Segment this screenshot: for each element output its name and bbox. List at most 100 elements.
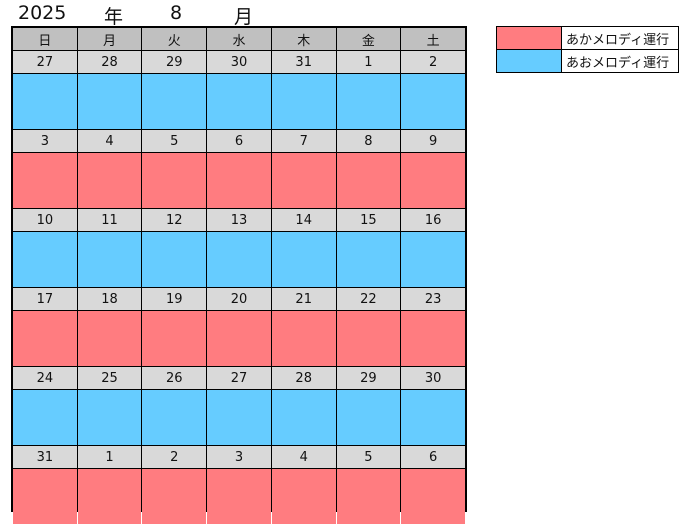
day-number: 17 [13,288,77,310]
day-number: 19 [142,288,207,310]
day-number: 25 [77,367,142,389]
day-schedule-cell [336,469,401,524]
day-schedule-cell [401,153,465,208]
legend-label: あかメロディ運行 [566,32,670,48]
weekday-header: 木 [271,28,336,50]
day-schedule-cell [401,311,465,366]
day-schedule-cell [336,74,401,129]
legend-swatch-blue [497,50,562,72]
day-schedule-cell [336,311,401,366]
day-number: 4 [271,446,336,468]
day-schedule-cell [271,232,336,287]
day-number: 11 [77,209,142,231]
legend-item-red: あかメロディ運行 [497,27,678,49]
day-schedule-cell [77,232,142,287]
day-schedule-cell [336,390,401,445]
day-number: 31 [271,51,336,73]
day-number: 29 [336,367,401,389]
day-number: 18 [77,288,142,310]
day-schedule-cell [77,390,142,445]
day-schedule-cell [401,390,465,445]
day-schedule-cell [207,232,271,287]
day-number: 1 [77,446,142,468]
day-number: 21 [271,288,336,310]
day-schedule-cell [401,74,465,129]
day-number: 5 [142,130,207,152]
day-schedule-cell [142,311,207,366]
weekday-header: 日 [13,28,77,50]
day-schedule-cell [77,469,142,524]
day-number: 2 [401,51,465,73]
weekday-header: 月 [77,28,142,50]
day-schedule-cell [142,232,207,287]
day-schedule-cell [207,311,271,366]
legend-swatch-red [497,27,562,49]
day-number: 8 [336,130,401,152]
day-number: 27 [13,51,77,73]
day-number: 20 [207,288,271,310]
day-number: 5 [336,446,401,468]
day-number: 6 [207,130,271,152]
day-number: 3 [13,130,77,152]
day-schedule-cell [77,311,142,366]
day-schedule-cell [13,311,77,366]
day-number: 22 [336,288,401,310]
legend: あかメロディ運行 あおメロディ運行 [496,26,679,73]
calendar-title: 2025 年 8 月 [0,0,460,28]
day-number: 6 [401,446,465,468]
legend-item-blue: あおメロディ運行 [497,49,678,72]
day-number: 23 [401,288,465,310]
weekday-header: 水 [207,28,271,50]
day-schedule-cell [207,390,271,445]
legend-label: あおメロディ運行 [566,55,670,71]
day-number: 7 [271,130,336,152]
day-schedule-cell [77,153,142,208]
day-schedule-cell [271,390,336,445]
day-number: 2 [142,446,207,468]
day-schedule-cell [142,153,207,208]
day-schedule-cell [271,469,336,524]
day-number: 28 [271,367,336,389]
day-number: 29 [142,51,207,73]
day-schedule-cell [271,311,336,366]
day-schedule-cell [401,232,465,287]
day-number: 30 [207,51,271,73]
day-schedule-cell [207,153,271,208]
calendar-grid: 日月火水木金土 27 28 29 30 31 1 2 3 4 5 6 7 8 9 10 11 12 13 14 15 16… [11,26,467,524]
day-number: 4 [77,130,142,152]
weekday-header: 火 [142,28,207,50]
day-number: 15 [336,209,401,231]
day-number: 12 [142,209,207,231]
day-number: 24 [13,367,77,389]
day-schedule-cell [207,469,271,524]
day-number: 16 [401,209,465,231]
day-schedule-cell [271,153,336,208]
weekday-header: 土 [401,28,465,50]
day-number: 14 [271,209,336,231]
day-number: 30 [401,367,465,389]
title-month: 8 [170,2,183,24]
day-number: 13 [207,209,271,231]
day-number: 9 [401,130,465,152]
day-schedule-cell [336,153,401,208]
day-number: 27 [207,367,271,389]
day-schedule-cell [271,74,336,129]
day-schedule-cell [207,74,271,129]
day-schedule-cell [336,232,401,287]
day-number: 1 [336,51,401,73]
day-number: 3 [207,446,271,468]
day-number: 10 [13,209,77,231]
day-schedule-cell [13,153,77,208]
day-number: 31 [13,446,77,468]
title-year-suffix: 年 [104,6,124,28]
title-month-suffix: 月 [234,6,254,28]
day-number: 28 [77,51,142,73]
title-year: 2025 [18,2,67,24]
day-schedule-cell [142,390,207,445]
weekday-header: 金 [336,28,401,50]
day-schedule-cell [13,390,77,445]
day-schedule-cell [401,469,465,524]
day-schedule-cell [13,74,77,129]
day-schedule-cell [13,232,77,287]
day-schedule-cell [142,469,207,524]
